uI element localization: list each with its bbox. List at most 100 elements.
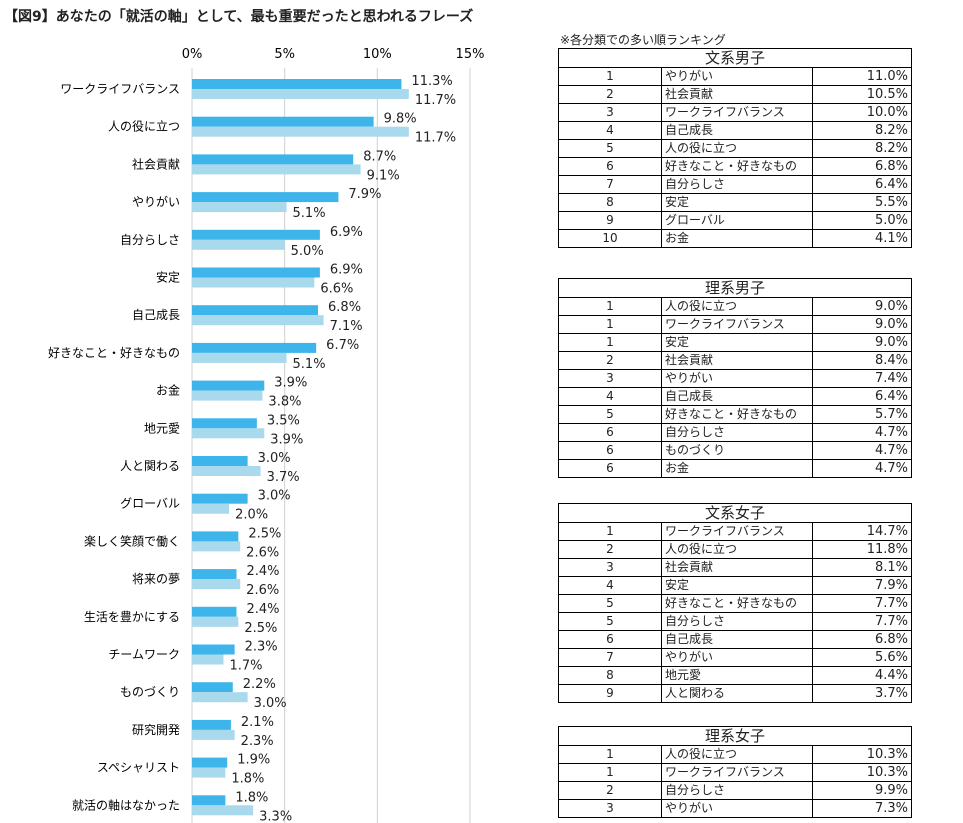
bar-series1 — [192, 154, 354, 165]
percent-cell: 8.2% — [812, 139, 912, 158]
data-label-series1: 7.9% — [348, 187, 381, 202]
phrase-cell: 好きなこと・好きなもの — [661, 405, 813, 424]
data-label-series2: 3.9% — [270, 432, 303, 447]
bar-series1 — [192, 569, 237, 580]
rank-cell: 5 — [558, 612, 662, 631]
percent-cell: 5.7% — [812, 405, 912, 424]
data-label-series1: 1.9% — [237, 753, 270, 768]
data-label-series2: 3.0% — [254, 696, 287, 711]
data-label-series2: 7.1% — [330, 319, 363, 334]
phrase-cell: 安定 — [661, 193, 813, 212]
percent-cell: 8.2% — [812, 121, 912, 140]
percent-cell: 7.7% — [812, 594, 912, 613]
percent-cell: 8.1% — [812, 558, 912, 577]
x-tick-label: 5% — [274, 47, 295, 62]
table-row: 4 安定 7.9% — [558, 576, 912, 595]
table-row: 6 自己成長 6.8% — [558, 630, 912, 649]
data-label-series2: 2.0% — [235, 508, 268, 523]
rank-cell: 8 — [558, 193, 662, 212]
bar-series1 — [192, 116, 374, 127]
bar-series1 — [192, 644, 235, 655]
rank-cell: 5 — [558, 405, 662, 424]
phrase-cell: 好きなこと・好きなもの — [661, 157, 813, 176]
percent-cell: 5.5% — [812, 193, 912, 212]
bar-chart: 0% 5% 10% 15% ワークライフバランス 11.3% 11.7% 人の役に立つ 9.8%… — [48, 47, 484, 823]
phrase-cell: ワークライフバランス — [661, 522, 813, 541]
phrase-cell: 地元愛 — [661, 666, 813, 685]
data-label-series1: 6.9% — [330, 263, 363, 278]
rank-cell: 6 — [558, 423, 662, 442]
category-label: 楽しく笑顔で働く — [84, 533, 180, 548]
page-title: 【図9】あなたの「就活の軸」として、最も重要だったと思われるフレーズ — [4, 9, 474, 25]
rank-cell: 1 — [558, 315, 662, 334]
category-label: グローバル — [120, 497, 180, 511]
data-label-series2: 9.1% — [367, 168, 400, 183]
category-label: やりがい — [132, 194, 180, 209]
bar-series1 — [192, 493, 248, 504]
phrase-cell: 社会貢献 — [661, 85, 813, 104]
percent-cell: 4.7% — [812, 459, 912, 478]
phrase-cell: 人と関わる — [661, 684, 813, 703]
bar-series2 — [192, 654, 224, 665]
rank-cell: 8 — [558, 666, 662, 685]
rank-cell: 3 — [558, 103, 662, 122]
category-label: 好きなこと・好きなもの — [48, 346, 180, 360]
data-label-series2: 1.7% — [230, 659, 263, 674]
table-row: 1 安定 9.0% — [558, 333, 912, 352]
percent-cell: 4.7% — [812, 423, 912, 442]
percent-cell: 4.4% — [812, 666, 912, 685]
category-label: 自己成長 — [132, 308, 180, 322]
table-title: 文系男子 — [558, 48, 912, 68]
data-label-series2: 1.8% — [231, 772, 264, 787]
bar-series2 — [192, 466, 261, 476]
bar-series1 — [192, 267, 320, 278]
percent-cell: 9.0% — [812, 297, 912, 316]
table-row: 1 人の役に立つ 9.0% — [558, 297, 912, 316]
table-title: 文系女子 — [558, 503, 912, 523]
percent-cell: 7.9% — [812, 576, 912, 595]
data-label-series1: 3.0% — [258, 451, 291, 466]
table-row: 2 人の役に立つ 11.8% — [558, 540, 912, 559]
category-label: 生活を豊かにする — [84, 610, 180, 624]
phrase-cell: ワークライフバランス — [661, 315, 813, 334]
percent-cell: 10.5% — [812, 85, 912, 104]
data-label-series2: 11.7% — [415, 93, 456, 108]
bar-series1 — [192, 719, 231, 730]
bar-series2 — [192, 89, 409, 99]
data-label-series1: 2.4% — [246, 602, 279, 617]
rank-cell: 1 — [558, 745, 662, 764]
ranking-note: ※各分類での多い順ランキング — [560, 33, 726, 47]
x-tick-label: 0% — [182, 47, 203, 62]
rank-cell: 10 — [558, 229, 662, 248]
percent-cell: 3.7% — [812, 684, 912, 703]
rank-cell: 1 — [558, 522, 662, 541]
phrase-cell: 自分らしさ — [661, 612, 813, 631]
table-row: 4 自己成長 6.4% — [558, 387, 912, 406]
percent-cell: 10.0% — [812, 103, 912, 122]
bar-series2 — [192, 428, 265, 439]
rank-cell: 3 — [558, 558, 662, 577]
ranking-table: 文系女子 1 ワークライフバランス 14.7% 2 人の役に立つ 11.8% 3 社会貢献 8.1… — [558, 503, 912, 703]
percent-cell: 9.0% — [812, 333, 912, 352]
bar-series1 — [192, 418, 257, 429]
rank-cell: 2 — [558, 781, 662, 800]
data-label-series2: 5.1% — [293, 357, 326, 372]
category-label: 将来の夢 — [132, 572, 180, 586]
rank-cell: 9 — [558, 684, 662, 703]
rank-cell: 6 — [558, 157, 662, 176]
rank-cell: 5 — [558, 594, 662, 613]
table-row: 3 社会貢献 8.1% — [558, 558, 912, 577]
percent-cell: 6.4% — [812, 175, 912, 194]
bar-series1 — [192, 192, 339, 203]
data-label-series1: 3.9% — [274, 376, 307, 391]
x-tick-label: 10% — [363, 47, 392, 62]
phrase-cell: 人の役に立つ — [661, 745, 813, 764]
phrase-cell: 社会貢献 — [661, 558, 813, 577]
percent-cell: 7.4% — [812, 369, 912, 388]
percent-cell: 4.7% — [812, 441, 912, 460]
phrase-cell: 安定 — [661, 576, 813, 595]
data-label-series2: 5.0% — [291, 244, 324, 259]
rank-cell: 5 — [558, 139, 662, 158]
category-label: 人の役に立つ — [108, 119, 180, 134]
category-label: チームワーク — [108, 648, 180, 662]
